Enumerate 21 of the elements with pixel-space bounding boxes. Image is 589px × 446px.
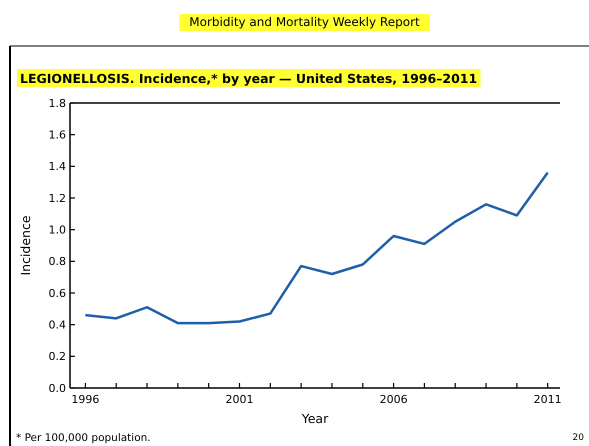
y-tick-label: 1.0 xyxy=(48,224,66,237)
y-tick-label: 0.2 xyxy=(48,350,66,364)
y-tick-label: 0.6 xyxy=(48,286,66,300)
text: Morbidity and Mortality Weekly Report xyxy=(189,15,420,29)
x-tick-label: 2001 xyxy=(225,393,254,406)
text: 20 xyxy=(572,433,584,443)
x-tick-label: 1996 xyxy=(71,393,100,406)
y-tick-label: 0.0 xyxy=(48,382,66,395)
x-tick-label: 2006 xyxy=(380,393,408,406)
y-axis-title: Incidence xyxy=(18,215,33,276)
y-tick-label: 0.8 xyxy=(48,255,66,268)
y-tick-label: 1.6 xyxy=(48,128,66,142)
y-tick-label: 1.4 xyxy=(48,160,66,174)
text: * Per 100,000 population. xyxy=(16,432,151,444)
y-tick-label: 0.4 xyxy=(48,318,66,332)
x-tick-label: 2011 xyxy=(534,393,562,406)
chart-title: LEGIONELLOSIS. Incidence,* by year — United States, 1996–2011 xyxy=(20,71,478,86)
y-tick-label: 1.8 xyxy=(48,96,66,110)
line-series xyxy=(84,171,549,324)
x-axis-title: Year xyxy=(300,411,330,426)
y-tick-label: 1.2 xyxy=(48,192,66,205)
